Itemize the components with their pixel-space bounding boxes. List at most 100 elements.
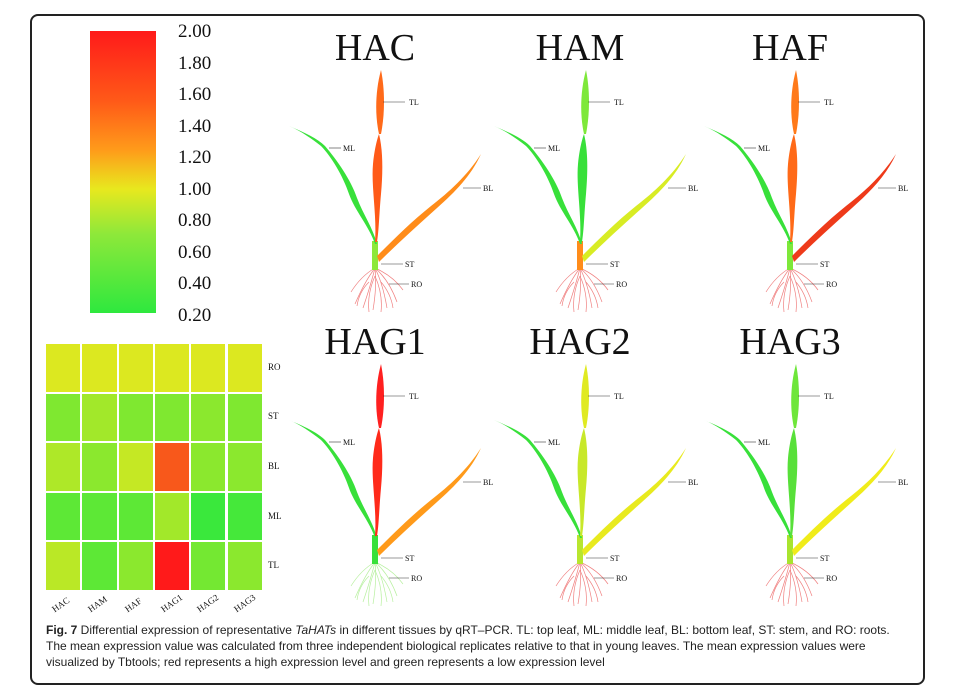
middle-leaf-lower [494, 126, 582, 244]
top-leaf-shape [376, 364, 384, 428]
scale-tick-label: 1.20 [178, 147, 212, 168]
middle-leaf-lower [704, 126, 792, 244]
plant-tissue-label: RO [826, 280, 837, 289]
plant-tissue-label: TL [824, 98, 834, 107]
heatmap-cell-st-ham [82, 393, 117, 442]
middle-leaf-shape [372, 134, 383, 242]
heatmap-cell-tl-hag1 [154, 542, 190, 590]
plant-tissue-label: ML [343, 144, 355, 153]
plant-tissue-label: TL [824, 392, 834, 401]
bottom-leaf-shape [377, 448, 481, 556]
heatmap-cell-tl-ham [82, 542, 117, 590]
middle-leaf-lower [494, 420, 582, 538]
middle-leaf-shape [372, 428, 383, 536]
heatmap-cell-bl-ham [82, 443, 117, 491]
heatmap-cell-st-hag1 [154, 393, 190, 442]
heatmap-cell-ro-ham [82, 344, 117, 392]
plant-diagram: TL ML BL ST RO [289, 70, 493, 313]
plant-tissue-label: ST [610, 554, 619, 563]
heatmap-cell-tl-haf [118, 542, 153, 590]
plant-title: HAG2 [529, 321, 631, 363]
plant-tissue-label: TL [409, 392, 419, 401]
plant-tissue-label: RO [411, 280, 422, 289]
heatmap-cell-ro-hag3 [227, 344, 262, 392]
caption-text-2: in different tissues by qRT–PCR. TL: top… [46, 623, 890, 669]
heatmap-cell-ro-haf [118, 344, 153, 392]
scale-tick-label: 1.00 [178, 178, 212, 200]
top-leaf-shape [581, 364, 589, 428]
plant-tissue-label: RO [616, 574, 627, 583]
plant-tissue-label: BL [483, 478, 493, 487]
plant-tissue-label: ML [758, 144, 770, 153]
top-leaf-shape [791, 364, 799, 428]
top-leaf-shape [376, 70, 384, 134]
plant-title: HAM [535, 27, 625, 69]
caption-text-1: Differential expression of representativ… [77, 623, 296, 637]
heatmap-cell-tl-hag3 [227, 542, 262, 590]
heatmap-row-label: ML [268, 510, 282, 521]
heatmap-cell-ml-hag2 [191, 492, 226, 541]
bottom-leaf-shape [582, 154, 686, 262]
heatmap-cell-bl-haf [118, 443, 153, 491]
scale-tick-label: 1.40 [178, 115, 212, 137]
plant-tissue-label: RO [411, 574, 422, 583]
heatmap-cell-ro-hag2 [191, 344, 226, 392]
stem-shape [372, 535, 378, 564]
heatmap-cell-ml-hac [46, 492, 81, 541]
stem-shape [577, 241, 583, 270]
plant-tissue-label: RO [826, 574, 837, 583]
heatmap-cell-bl-hag1 [154, 443, 190, 491]
plant-tissue-label: ST [820, 260, 829, 269]
plant-tissue-label: BL [688, 184, 698, 193]
plant-tissue-label: RO [616, 280, 627, 289]
middle-leaf-shape [787, 134, 798, 242]
top-leaf-shape [581, 70, 589, 134]
scale-tick-label: 0.40 [178, 273, 212, 294]
plant-diagram: TL ML BL ST RO [704, 70, 908, 313]
plant-tissue-label: ST [405, 260, 414, 269]
plant-tissue-label: BL [898, 478, 908, 487]
plant-tissue-label: TL [409, 98, 419, 107]
heatmap-cell-st-hac [46, 393, 81, 442]
roots-shape [350, 267, 404, 313]
bottom-leaf-shape [377, 154, 481, 262]
plant-tissue-label: BL [688, 478, 698, 487]
plant-title: HAC [334, 27, 416, 69]
heatmap-cell-ml-hag1 [154, 492, 190, 541]
plant-diagram: TL ML BL ST RO [704, 364, 908, 607]
heatmap-row-label: RO [268, 361, 281, 372]
plant-tissue-label: BL [483, 184, 493, 193]
middle-leaf-shape [577, 134, 588, 242]
scale-tick-label: 0.20 [178, 304, 212, 326]
plant-tissue-label: BL [898, 184, 908, 193]
heatmap-cell-tl-hac [46, 542, 81, 590]
figure-caption: Fig. 7 Differential expression of repres… [46, 622, 906, 670]
scale-tick-label: 2.00 [178, 21, 212, 42]
heatmap-row-label: BL [268, 461, 280, 471]
stem-shape [787, 241, 793, 270]
heatmap-cell-bl-hag3 [227, 443, 262, 491]
caption-label: Fig. 7 [46, 623, 78, 637]
heatmap-cell-st-hag3 [227, 393, 262, 442]
heatmap-cell-bl-hac [46, 443, 81, 491]
heatmap-cell-ml-haf [118, 492, 153, 541]
color-scale-bar [90, 31, 156, 313]
heatmap-cell-ml-hag3 [227, 492, 262, 541]
plant-title: HAG3 [739, 321, 841, 363]
plant-tissue-label: ST [405, 554, 414, 563]
plant-tissue-label: TL [614, 98, 624, 107]
bottom-leaf-shape [582, 448, 686, 556]
expression-heatmap [45, 343, 263, 593]
plant-diagram: TL ML BL ST RO [494, 364, 698, 607]
stem-shape [787, 535, 793, 564]
scale-tick-label: 1.80 [178, 52, 212, 74]
plant-diagram: TL ML BL ST RO [494, 70, 698, 313]
heatmap-cell-st-haf [118, 393, 153, 442]
bottom-leaf-shape [792, 448, 896, 556]
roots-shape [555, 267, 609, 313]
plant-diagram: TL ML BL ST RO [289, 364, 493, 607]
plant-tissue-label: ML [758, 438, 770, 447]
plant-title: HAG1 [324, 321, 426, 363]
bottom-leaf-shape [792, 154, 896, 262]
middle-leaf-lower [704, 420, 792, 538]
